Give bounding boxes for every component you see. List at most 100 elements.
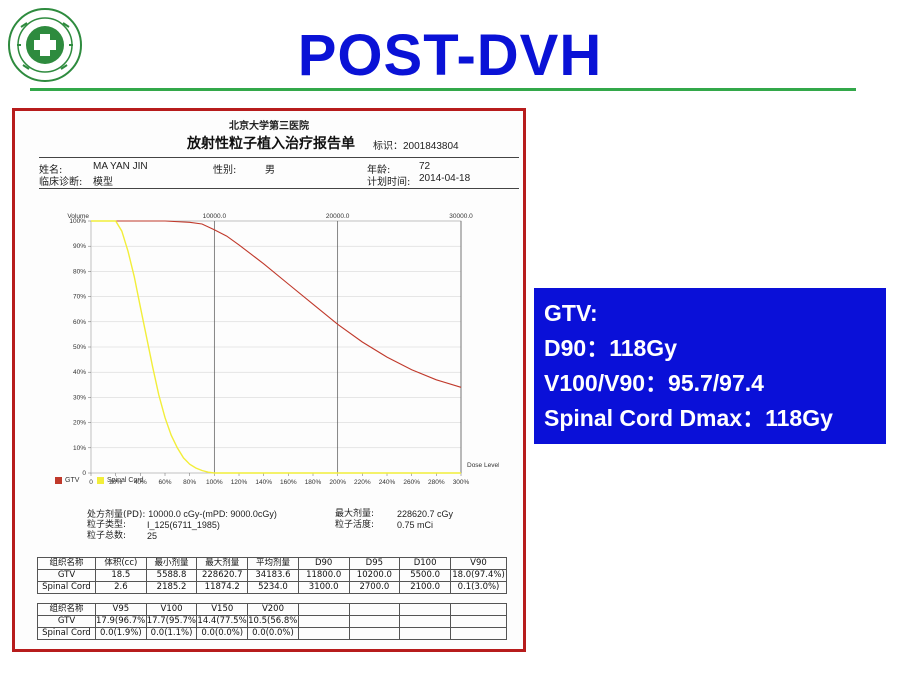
table-header-cell bbox=[450, 603, 507, 616]
patient-sex: 性别: 男 bbox=[213, 161, 275, 176]
table-cell: 0.0(1.9%) bbox=[95, 627, 147, 640]
x-tick-label: 120% bbox=[231, 479, 248, 486]
patient-name-value: MA YAN JIN bbox=[93, 161, 148, 172]
table-header-cell bbox=[348, 603, 401, 616]
prescription-dose-label: 处方剂量(PD): bbox=[87, 510, 146, 520]
y-tick-label: 70% bbox=[73, 294, 86, 301]
patient-sex-label: 性别: bbox=[213, 165, 237, 176]
table-cell: 0.0(0.0%) bbox=[247, 627, 299, 640]
x-tick-label: 280% bbox=[428, 479, 445, 486]
table-cell: 10.5(56.8%) bbox=[247, 615, 299, 628]
y-tick-label: 40% bbox=[73, 369, 86, 376]
table-header-cell: D100 bbox=[399, 557, 451, 570]
table-row: Spinal Cord 2.6 2185.2 11874.2 5234.0 3100.0 2… bbox=[37, 581, 507, 594]
table-cell: 0.1(3.0%) bbox=[450, 581, 507, 594]
table-cell: 2.6 bbox=[95, 581, 147, 594]
prescription-dose: 处方剂量(PD): 10000.0 cGy-(mPD: 9000.0cGy) bbox=[87, 509, 277, 521]
dose-table-2: 组织名称 V95 V100 V150 V200 GTV 17.9(96.7%) 17.7(95… bbox=[37, 603, 507, 640]
x-tick-label: 240% bbox=[379, 479, 396, 486]
dvh-report: 北京大学第三医院 放射性粒子植入治疗报告单 标识：2001843804 姓名: M… bbox=[12, 108, 526, 652]
legend-spinal-cord-swatch bbox=[97, 477, 104, 484]
table-cell bbox=[348, 627, 401, 640]
table-header-row: 组织名称 体积(cc) 最小剂量 最大剂量 平均剂量 D90 D95 D100 V90 bbox=[37, 557, 507, 570]
legend-spinal-cord-label: Spinal Cord bbox=[107, 477, 144, 484]
table-cell: Spinal Cord bbox=[37, 627, 96, 640]
dvh-chart: 0 10% 20% 30% 40% 50% 60% 70% 80% 90% 100% 0 20% 40% 6… bbox=[67, 213, 499, 486]
seed-count-label: 粒子总数: bbox=[87, 531, 127, 541]
table-header-cell: V90 bbox=[450, 557, 507, 570]
seed-type-value: I_125(6711_1985) bbox=[147, 520, 220, 530]
table-cell: Spinal Cord bbox=[37, 581, 96, 594]
seed-count: 粒子总数: 25 bbox=[87, 531, 157, 542]
table-header-cell: V100 bbox=[145, 603, 198, 616]
legend-spinal-cord: Spinal Cord bbox=[97, 477, 144, 484]
table-header-cell: 最小剂量 bbox=[145, 557, 198, 570]
top-axis-label: 10000.0 bbox=[203, 213, 227, 220]
report-id: 标识：2001843804 bbox=[373, 137, 459, 152]
diagnosis-label: 临床诊断: bbox=[39, 177, 83, 188]
table-cell bbox=[297, 615, 350, 628]
x-tick-label: 80% bbox=[183, 479, 196, 486]
report-rule-top bbox=[39, 157, 519, 158]
x-tick-label: 60% bbox=[158, 479, 171, 486]
patient-name-label: 姓名: bbox=[39, 165, 63, 176]
x-tick-label: 20% bbox=[109, 479, 122, 486]
legend-gtv-swatch bbox=[55, 477, 62, 484]
table-header-cell: D95 bbox=[348, 557, 401, 570]
diagnosis-value: 模型 bbox=[93, 177, 113, 188]
report-hospital: 北京大学第三医院 bbox=[229, 121, 309, 132]
table-cell bbox=[348, 615, 401, 628]
y-tick-label: 10% bbox=[73, 445, 86, 452]
x-tick-label: 160% bbox=[280, 479, 297, 486]
y-tick-label: 50% bbox=[73, 344, 86, 351]
table-header-cell: V95 bbox=[95, 603, 147, 616]
x-tick-label: 260% bbox=[403, 479, 420, 486]
table-cell: 11800.0 bbox=[297, 569, 350, 582]
y-tick-label: 30% bbox=[73, 394, 86, 401]
x-tick-label: 220% bbox=[354, 479, 371, 486]
x-tick-label: 100% bbox=[206, 479, 223, 486]
x-tick-label: 0 bbox=[89, 479, 93, 486]
table-cell: 5588.8 bbox=[145, 569, 198, 582]
patient-name: 姓名: MA YAN JIN bbox=[39, 161, 148, 176]
table-cell: 2100.0 bbox=[399, 581, 451, 594]
x-tick-label: 300% bbox=[453, 479, 470, 486]
x-tick-label: 180% bbox=[305, 479, 322, 486]
table-cell: GTV bbox=[37, 615, 96, 628]
table-cell: 18.0(97.4%) bbox=[450, 569, 507, 582]
table-row: Spinal Cord 0.0(1.9%) 0.0(1.1%) 0.0(0.0%) 0.… bbox=[37, 627, 507, 640]
x-axis-title: Dose Level bbox=[467, 462, 499, 469]
table-cell: 2700.0 bbox=[348, 581, 401, 594]
table-header-cell: V200 bbox=[247, 603, 299, 616]
table-cell bbox=[450, 615, 507, 628]
seed-count-value: 25 bbox=[147, 531, 158, 541]
table-header-cell bbox=[297, 603, 350, 616]
max-dose-value: 228620.7 cGy bbox=[397, 509, 454, 519]
summary-line-v100-v90: V100/V90：95.7/97.4 bbox=[544, 370, 764, 396]
seed-type: 粒子类型: I_125(6711_1985) bbox=[87, 520, 220, 531]
x-tick-label: 200% bbox=[329, 479, 346, 486]
y-tick-label: 60% bbox=[73, 319, 86, 326]
table-header-cell: 最大剂量 bbox=[196, 557, 249, 570]
y-tick-label: 100% bbox=[69, 218, 86, 225]
slide-title: POST-DVH bbox=[297, 23, 603, 88]
patient-age: 年龄: 72 bbox=[367, 161, 430, 176]
table-cell: 34183.6 bbox=[247, 569, 299, 582]
table-header-cell: 平均剂量 bbox=[247, 557, 299, 570]
summary-line-spinal-cord-dmax: Spinal Cord Dmax：118Gy bbox=[544, 405, 833, 431]
table-cell: 0.0(0.0%) bbox=[196, 627, 249, 640]
table-row: GTV 17.9(96.7%) 17.7(95.7%) 14.4(77.5%) 10.5… bbox=[37, 615, 507, 628]
patient-age-label: 年龄: bbox=[367, 165, 391, 176]
series-line-gtv bbox=[91, 220, 462, 388]
legend-gtv: GTV bbox=[55, 477, 79, 484]
table-header-row: 组织名称 V95 V100 V150 V200 bbox=[37, 603, 507, 616]
table-cell bbox=[450, 627, 507, 640]
series-line-spinal-cord bbox=[91, 220, 461, 474]
title-underline bbox=[30, 88, 856, 91]
table-cell: 5500.0 bbox=[399, 569, 451, 582]
table-cell: 5234.0 bbox=[247, 581, 299, 594]
dose-table-1: 组织名称 体积(cc) 最小剂量 最大剂量 平均剂量 D90 D95 D100 V90 GTV 18… bbox=[37, 557, 507, 594]
seed-type-label: 粒子类型: bbox=[87, 520, 127, 530]
summary-line-d90: D90：118Gy bbox=[544, 335, 677, 361]
table-header-cell: V150 bbox=[196, 603, 249, 616]
